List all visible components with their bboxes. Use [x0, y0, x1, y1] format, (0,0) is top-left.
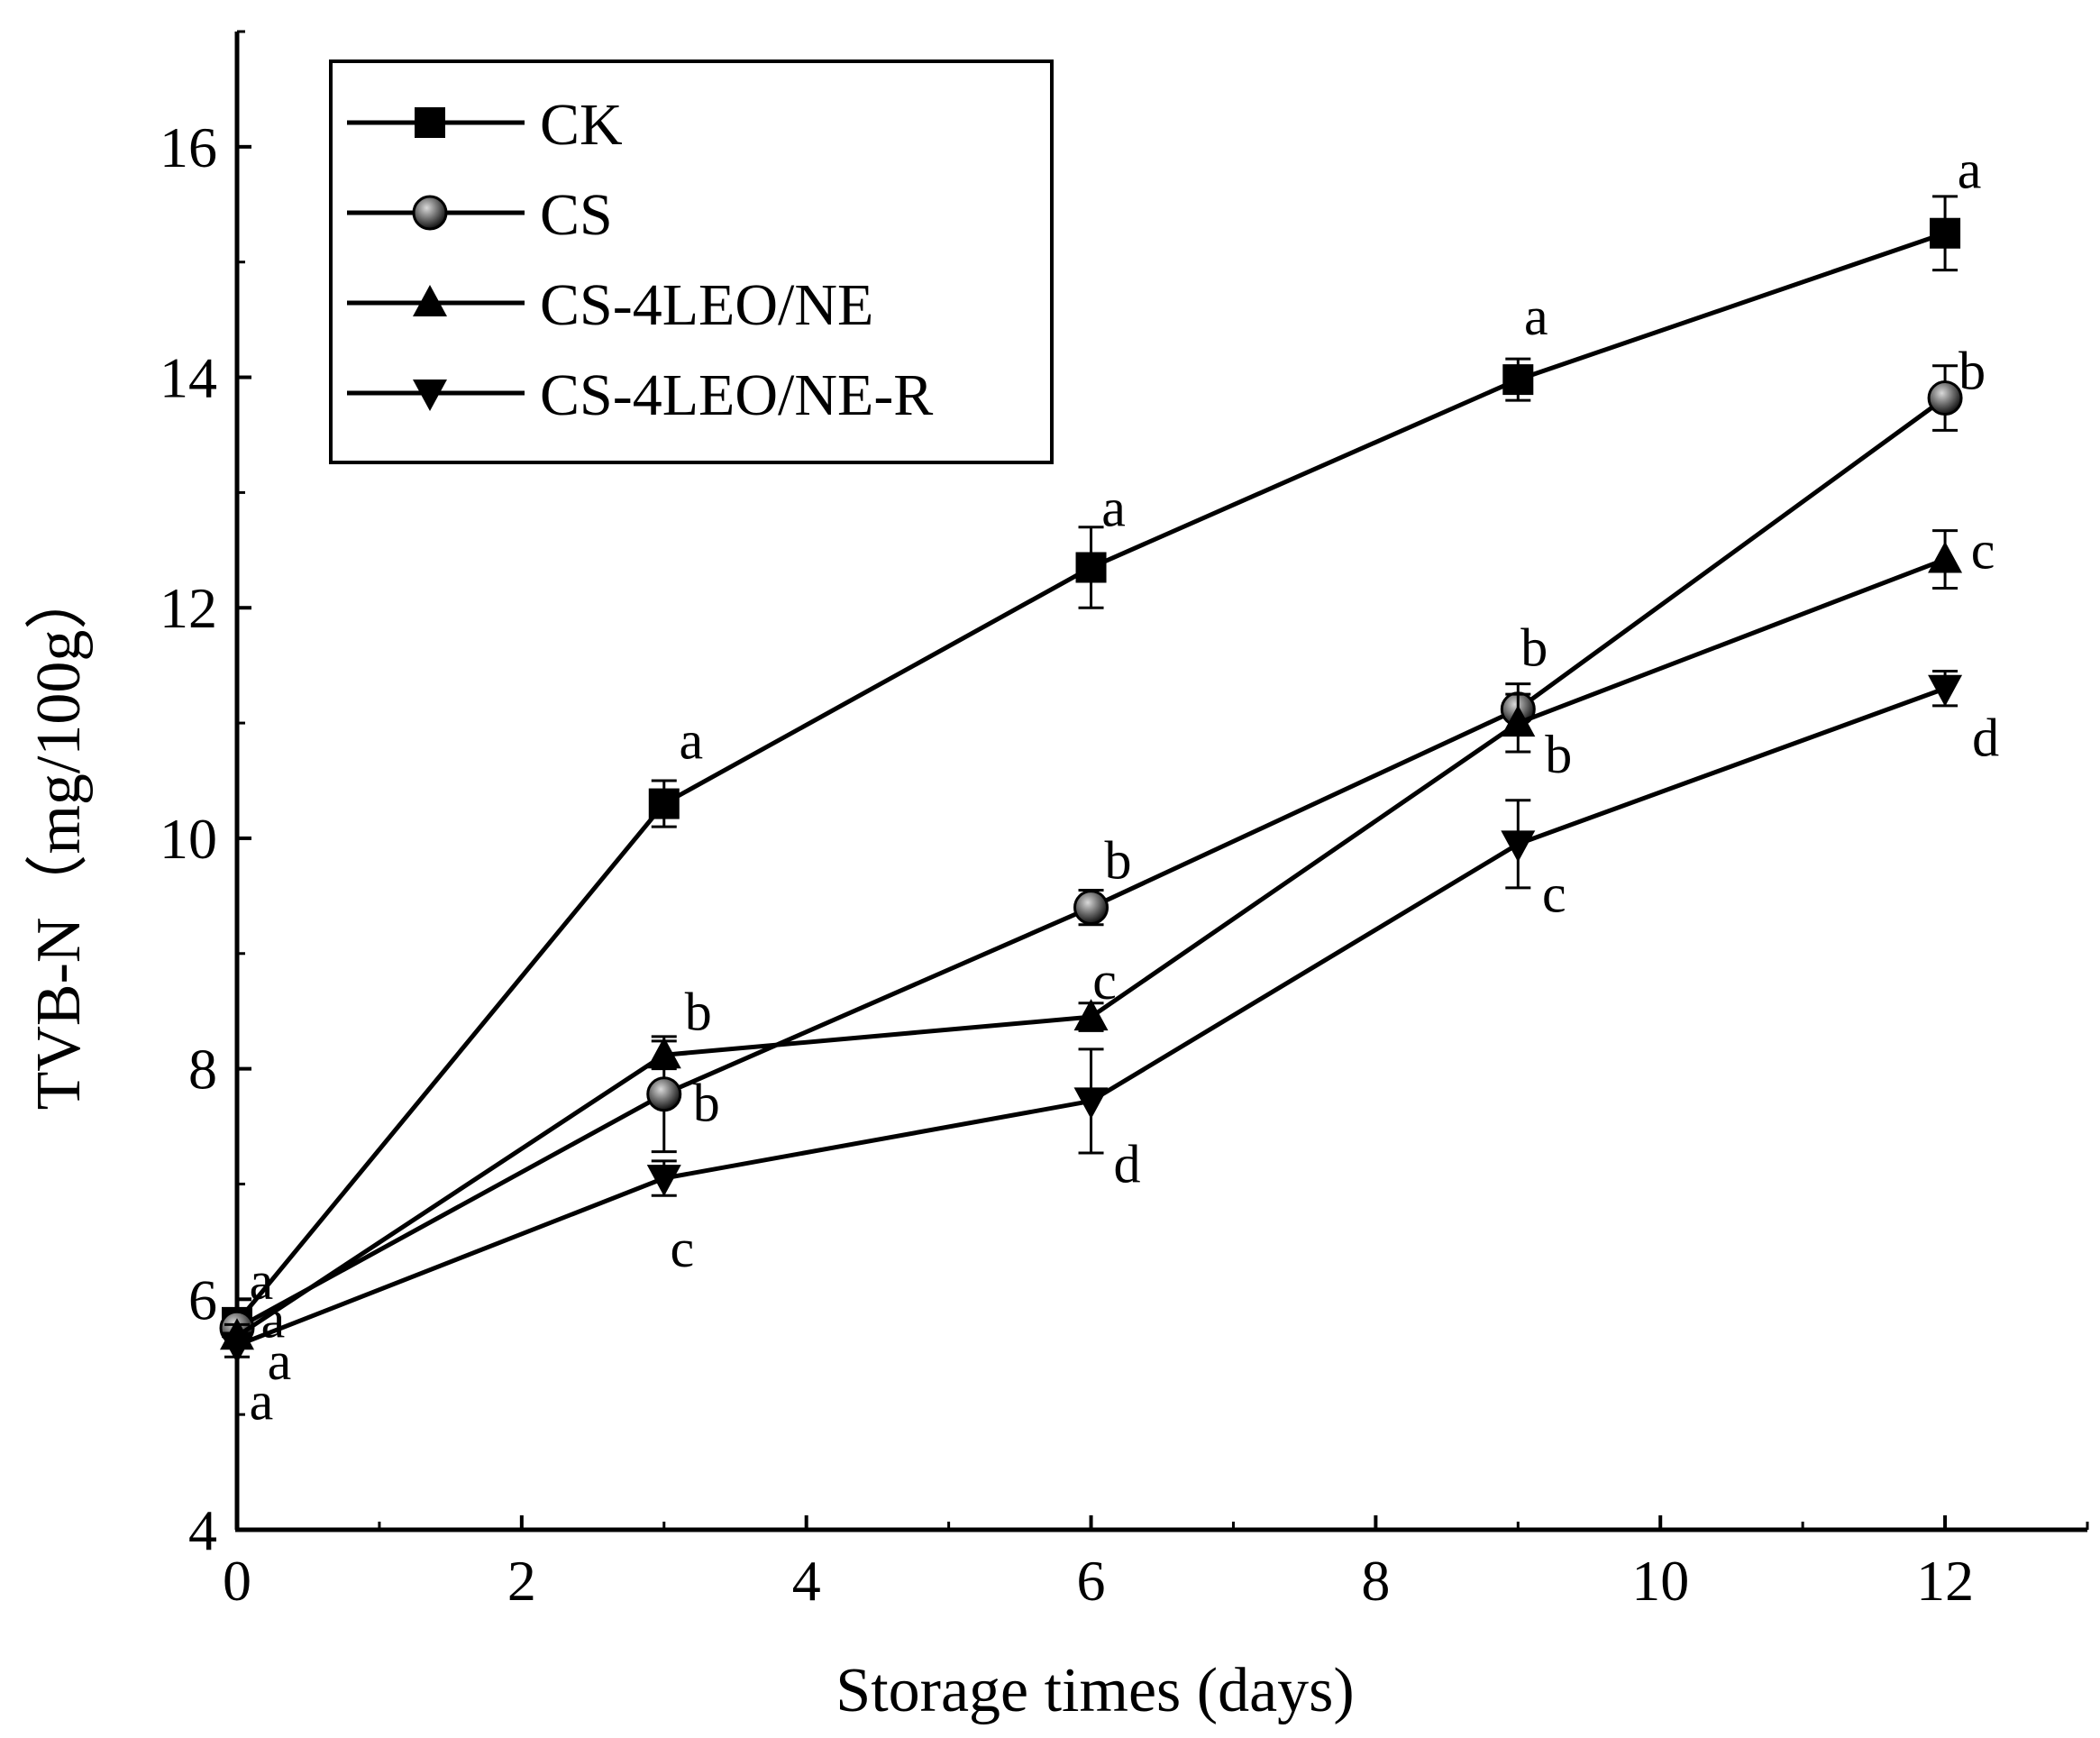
- significance-letter: a: [261, 1289, 286, 1349]
- legend-label: CS-4LEO/NE: [540, 272, 873, 338]
- data-point: [1073, 890, 1109, 926]
- data-point: [1928, 541, 1963, 573]
- x-tick-label: 10: [1631, 1549, 1689, 1613]
- series-line: [235, 557, 1946, 1339]
- legend-label: CK: [540, 92, 623, 158]
- x-tick-label: 4: [792, 1549, 821, 1613]
- data-point: [1073, 999, 1109, 1031]
- significance-letter: d: [1972, 709, 1999, 768]
- data-point: [646, 1165, 681, 1197]
- significance-letter: c: [670, 1219, 694, 1278]
- legend-marker: [412, 195, 448, 231]
- y-tick-label: 12: [160, 576, 217, 640]
- significance-letter: c: [1971, 521, 1995, 581]
- significance-letter: a: [250, 1371, 274, 1431]
- x-axis-title: Storage times (days): [835, 1656, 1354, 1725]
- legend-label: CS: [540, 182, 613, 248]
- significance-letter: b: [1545, 725, 1572, 784]
- legend-marker: [413, 380, 447, 411]
- legend-entry: CS: [347, 182, 613, 248]
- legend-entry: CK: [347, 92, 623, 158]
- legend-entry: CS-4LEO/NE-R: [347, 362, 933, 428]
- x-tick-label: 12: [1916, 1549, 1974, 1613]
- y-tick-label: 6: [188, 1267, 217, 1331]
- significance-letter: b: [1958, 342, 1986, 401]
- data-point: [1501, 705, 1536, 737]
- significance-letter: b: [1105, 831, 1132, 891]
- data-point: [1073, 1087, 1109, 1120]
- legend-box: [329, 59, 1054, 464]
- data-point: [646, 1037, 681, 1069]
- legend: CK CS CS-4LEO/NE CS-4LEO/NE-R: [329, 59, 1054, 464]
- x-tick-label: 2: [507, 1549, 536, 1613]
- significance-letter: a: [1101, 478, 1126, 537]
- significance-letter: b: [693, 1074, 720, 1133]
- significance-letter: c: [1542, 864, 1566, 923]
- x-tick-label: 0: [223, 1549, 251, 1613]
- x-tick-label: 6: [1077, 1549, 1106, 1613]
- significance-letter: a: [250, 1251, 274, 1311]
- y-axis-title: TVB-N（mg/100g）: [24, 567, 94, 1111]
- axis-ticks: 0 2 4 6 8 10 12 4 6 8 10 12 14 16: [160, 30, 2089, 1613]
- series-layer: [219, 195, 1963, 1364]
- series-cs: [219, 364, 1963, 1346]
- y-tick-label: 16: [160, 115, 217, 179]
- series-cs-4leo-ne-r: [220, 670, 1963, 1364]
- y-tick-label: 8: [188, 1038, 217, 1102]
- y-tick-label: 4: [188, 1498, 217, 1562]
- significance-letter: a: [1958, 141, 1982, 200]
- significance-letter: c: [1092, 951, 1117, 1011]
- significance-letter: a: [679, 711, 703, 771]
- data-point: [1930, 217, 1961, 249]
- significance-letter: d: [1114, 1134, 1141, 1194]
- data-point: [1501, 830, 1536, 863]
- data-point: [646, 1076, 682, 1112]
- significance-letter: a: [1524, 287, 1548, 346]
- legend-marker: [415, 107, 445, 138]
- legend-label: CS-4LEO/NE-R: [540, 362, 933, 428]
- series-cs-4leo-ne: [220, 529, 1963, 1350]
- y-tick-label: 14: [160, 346, 217, 410]
- data-point: [648, 788, 680, 819]
- legend-marker: [413, 285, 447, 316]
- significance-letter: b: [685, 982, 712, 1041]
- data-point: [1928, 674, 1963, 707]
- legend-entry: CS-4LEO/NE: [347, 272, 873, 338]
- y-tick-label: 10: [160, 807, 217, 871]
- axes: [234, 32, 2087, 1532]
- significance-letter: b: [1520, 618, 1548, 678]
- x-tick-label: 8: [1361, 1549, 1390, 1613]
- data-point: [1502, 364, 1534, 396]
- data-point: [1075, 552, 1107, 583]
- data-point: [1927, 380, 1963, 416]
- significance-letter: a: [268, 1331, 292, 1391]
- data-point: [220, 1331, 254, 1364]
